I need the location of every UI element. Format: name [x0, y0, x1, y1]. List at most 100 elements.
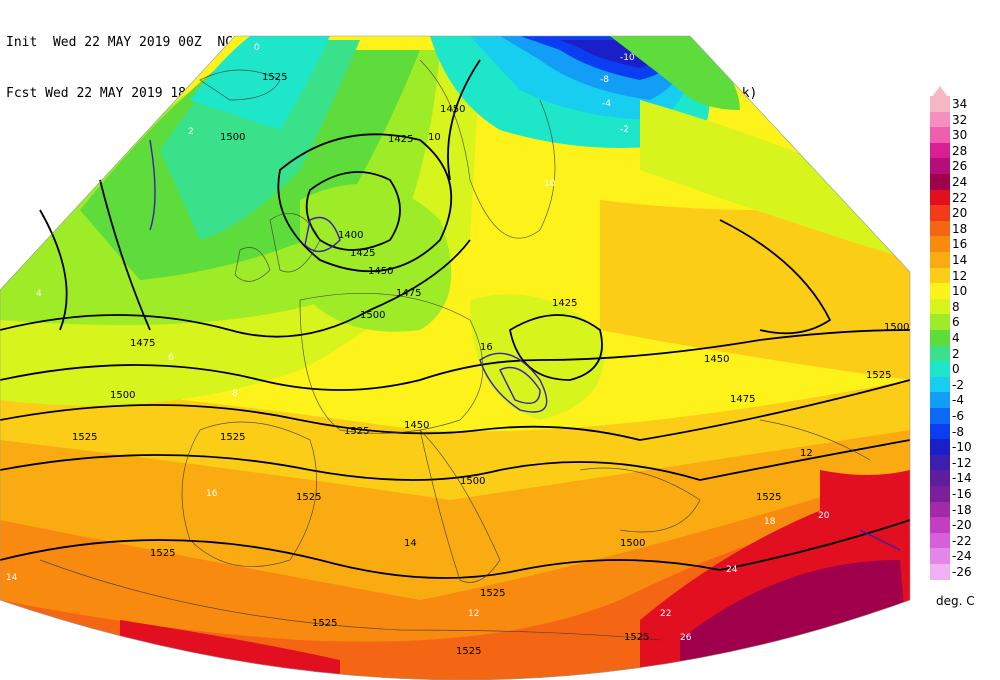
legend-label: 16: [952, 237, 968, 252]
legend-label: 10: [952, 284, 968, 299]
temperature-label: -10: [620, 53, 635, 63]
legend-swatch: [930, 564, 950, 580]
legend-label: 12: [952, 268, 968, 283]
height-label: 1450: [404, 420, 429, 431]
legend-label: -22: [952, 533, 972, 548]
legend-swatch: [930, 345, 950, 362]
temperature-label: 18: [764, 517, 776, 527]
legend-label: 24: [952, 175, 968, 189]
legend-swatch: [930, 439, 950, 456]
height-labels: 1525 1450 1500 1425 1400 1425 1450 1475 …: [72, 72, 909, 657]
temperature-label: 0: [254, 43, 260, 53]
legend-label: -20: [952, 518, 972, 533]
temperature-label: 8: [232, 389, 238, 399]
legend-label: 14: [952, 253, 968, 267]
legend-swatch: [930, 189, 950, 206]
temperature-labels: 0 2 4 6 8 10 12 14 16 18 20 22 24 26 -2 …: [6, 43, 830, 643]
wind-label: 12: [800, 448, 813, 459]
temperature-label: -8: [600, 75, 609, 85]
height-label: 1500: [884, 322, 909, 333]
legend-label: 22: [952, 190, 968, 205]
legend-swatch: [930, 236, 950, 253]
height-label: 1525: [624, 632, 649, 643]
temperature-label: 22: [660, 609, 671, 619]
height-label: 1525: [296, 492, 321, 503]
legend-swatch: [930, 298, 950, 315]
legend-swatch: [930, 205, 950, 222]
temperature-label: 12: [468, 609, 479, 619]
legend-label: -4: [952, 393, 964, 408]
temperature-label: 20: [818, 511, 830, 521]
legend-swatch: [930, 174, 950, 190]
height-label: 1500: [620, 538, 645, 549]
legend-swatch: [930, 220, 950, 237]
height-label: 1500: [220, 132, 245, 143]
temperature-label: 26: [680, 633, 692, 643]
legend-swatch: [930, 532, 950, 549]
legend-swatch: [930, 392, 950, 409]
legend-swatch: [930, 486, 950, 502]
height-label: 1425: [552, 298, 577, 309]
temperature-label: 10: [544, 179, 556, 189]
temperature-label: 6: [168, 353, 174, 363]
map-border: [0, 35, 911, 680]
height-label: 1425: [350, 248, 375, 259]
legend-label: 4: [952, 331, 960, 345]
wind-labels: 16 10 12 14: [404, 132, 813, 549]
height-label: 1450: [704, 354, 729, 365]
height-label: 1525: [312, 618, 337, 629]
legend-label: -2: [952, 377, 964, 392]
temperature-label: 14: [6, 573, 18, 583]
temperature-label: -4: [602, 99, 611, 109]
legend-label: 0: [952, 362, 960, 377]
legend-swatch: [930, 96, 950, 112]
legend-swatch: [930, 127, 950, 144]
height-label: 1475: [130, 338, 155, 349]
legend-label: -14: [952, 471, 972, 486]
legend-swatch: [930, 283, 950, 300]
legend-swatch: [930, 361, 950, 378]
legend-label: 34: [952, 97, 968, 111]
legend-label: 2: [952, 346, 960, 361]
legend-swatch: [930, 454, 950, 471]
temperature-label: 2: [188, 127, 194, 137]
legend-swatch: [930, 423, 950, 440]
height-label: 1425: [388, 134, 413, 145]
temperature-label: 24: [726, 565, 738, 575]
height-label: 1475: [396, 288, 421, 299]
coastlines: [39, 59, 871, 641]
legend-label: -8: [952, 424, 964, 439]
legend-swatch: [930, 158, 950, 175]
legend-label: 32: [952, 112, 968, 127]
legend-swatch: [930, 470, 950, 487]
legend-label: 8: [952, 299, 960, 314]
height-label: 1525: [344, 426, 369, 437]
height-label: 1525: [220, 432, 245, 443]
legend-label: 26: [952, 159, 968, 174]
legend-label: 30: [952, 128, 968, 143]
height-label: 1500: [110, 390, 135, 401]
legend-swatch: [930, 548, 950, 565]
height-label: 1525: [72, 432, 97, 443]
legend-swatch: [930, 111, 950, 128]
legend-label: 18: [952, 221, 968, 236]
legend-label: -10: [952, 440, 972, 455]
legend-swatch: [930, 517, 950, 534]
legend-swatch: [930, 376, 950, 393]
wind-label: 14: [404, 538, 417, 549]
legend-label: -16: [952, 487, 972, 501]
legend-label: -6: [952, 409, 964, 423]
weather-map: 1525 1450 1500 1425 1400 1425 1450 1475 …: [0, 35, 911, 680]
legend-swatch: [930, 408, 950, 424]
legend-label: -12: [952, 455, 972, 470]
height-label: 1450: [440, 104, 465, 115]
height-label: 1525: [480, 588, 505, 599]
height-label: 1525: [866, 370, 891, 381]
legend-swatch: [930, 501, 950, 518]
temperature-label: 4: [36, 289, 42, 299]
height-contours: [0, 59, 911, 579]
legend-label: -24: [952, 549, 972, 564]
legend-swatch: [930, 330, 950, 346]
height-label: 1475: [730, 394, 755, 405]
height-label: 1450: [368, 266, 393, 277]
